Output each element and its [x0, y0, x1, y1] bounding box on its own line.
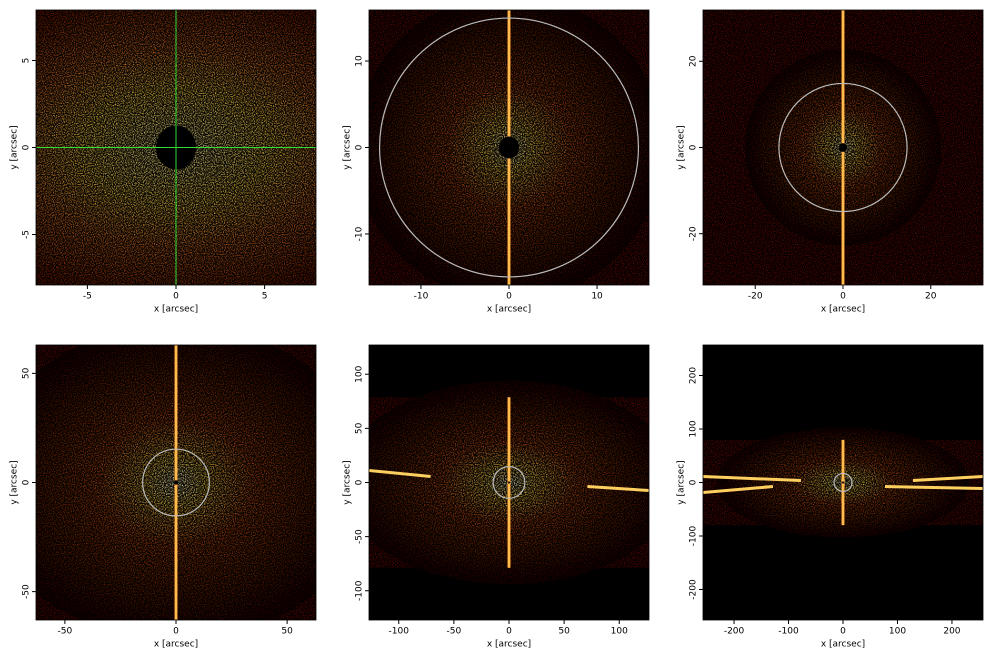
panel: -5 0 5 -5 0 5 x [arcsec] y [arcsec]	[10, 9, 317, 315]
x-tick-label: -200	[724, 627, 745, 637]
y-tick-label: -200	[689, 579, 699, 600]
x-tick-label: 0	[840, 292, 846, 302]
panel: -100 -50 0 50 100 -100 -50 0 50 100 x [arcsec] y [a…	[343, 344, 650, 650]
y-tick-label: -20	[689, 226, 699, 241]
y-tick-label: -50	[22, 584, 32, 599]
image	[703, 10, 983, 285]
y-tick-label: 0	[355, 144, 365, 150]
aperture-circle	[833, 472, 853, 493]
y-axis-label: y [arcsec]	[10, 125, 20, 169]
x-tick-label: 0	[506, 292, 512, 302]
x-axis-label: x [arcsec]	[487, 640, 531, 650]
image	[36, 345, 316, 620]
y-axis-label: y [arcsec]	[343, 125, 353, 169]
x-tick-label: 100	[889, 627, 906, 637]
panel: -10 0 10 -10 0 10 x [arcsec] y [arcsec]	[343, 9, 650, 315]
x-tick-label: 0	[173, 627, 179, 637]
x-tick-label: -50	[58, 627, 73, 637]
y-axis-label: y [arcsec]	[677, 460, 687, 504]
image	[369, 10, 649, 285]
y-tick-label: 5	[22, 58, 32, 64]
y-tick-label: 0	[689, 479, 699, 485]
y-tick-label: 20	[689, 55, 699, 67]
y-tick-label: 100	[689, 420, 699, 437]
image-core	[508, 481, 510, 484]
x-tick-label: 0	[840, 627, 846, 637]
streak	[884, 485, 983, 490]
x-tick-label: -10	[414, 292, 429, 302]
x-axis-label: x [arcsec]	[154, 305, 198, 315]
x-tick-label: -50	[447, 627, 462, 637]
streak	[703, 475, 802, 482]
x-tick-label: 0	[506, 627, 512, 637]
panel: -50 0 50 -50 0 50 x [arcsec] y [arcsec]	[10, 344, 317, 650]
panel: -200 -100 0 100 200 -200 -100 0 100 200 x [arcsec]…	[677, 344, 984, 650]
x-tick-label: 5	[262, 292, 268, 302]
x-tick-label: -5	[83, 292, 92, 302]
y-tick-label: 200	[689, 367, 699, 384]
streak	[587, 485, 649, 492]
x-axis-label: x [arcsec]	[487, 305, 531, 315]
y-tick-label: 100	[355, 365, 365, 382]
y-tick-label: 10	[355, 55, 365, 67]
x-axis-label: x [arcsec]	[821, 305, 865, 315]
y-tick-label: 0	[22, 144, 32, 150]
aperture-circle	[378, 17, 640, 278]
y-tick-label: 0	[355, 479, 365, 485]
x-tick-label: 0	[173, 292, 179, 302]
x-tick-label: -20	[748, 292, 763, 302]
aperture-circle	[778, 82, 908, 213]
image-core	[499, 136, 519, 159]
image	[36, 10, 316, 285]
y-tick-label: -10	[355, 226, 365, 241]
x-tick-label: 10	[591, 292, 603, 302]
x-tick-label: -100	[778, 627, 799, 637]
x-tick-label: 100	[611, 627, 628, 637]
x-axis-label: x [arcsec]	[154, 640, 198, 650]
x-tick-label: 50	[281, 627, 293, 637]
image	[369, 345, 649, 620]
image-core	[839, 143, 847, 152]
y-tick-label: 50	[22, 367, 32, 379]
y-axis-label: y [arcsec]	[10, 460, 20, 504]
streak	[369, 469, 431, 478]
aperture-circle	[142, 448, 210, 517]
streak	[703, 485, 774, 494]
x-tick-label: -100	[389, 627, 410, 637]
panel: -20 0 20 -20 0 20 x [arcsec] y [arcsec]	[677, 9, 984, 315]
y-axis-label: y [arcsec]	[343, 460, 353, 504]
y-tick-label: 0	[689, 144, 699, 150]
streak	[912, 475, 983, 482]
x-tick-label: 20	[925, 292, 937, 302]
image	[703, 345, 983, 620]
image-core	[174, 480, 178, 485]
y-tick-label: -50	[355, 529, 365, 544]
x-tick-label: 50	[558, 627, 570, 637]
y-tick-label: -5	[22, 230, 32, 239]
aperture-circle	[492, 466, 526, 499]
x-tick-label: 200	[943, 627, 960, 637]
y-tick-label: 0	[22, 479, 32, 485]
image-core	[842, 481, 844, 484]
y-tick-label: -100	[355, 580, 365, 601]
y-tick-label: -100	[689, 526, 699, 547]
x-axis-label: x [arcsec]	[821, 640, 865, 650]
y-tick-label: 50	[355, 422, 365, 434]
y-axis-label: y [arcsec]	[677, 125, 687, 169]
